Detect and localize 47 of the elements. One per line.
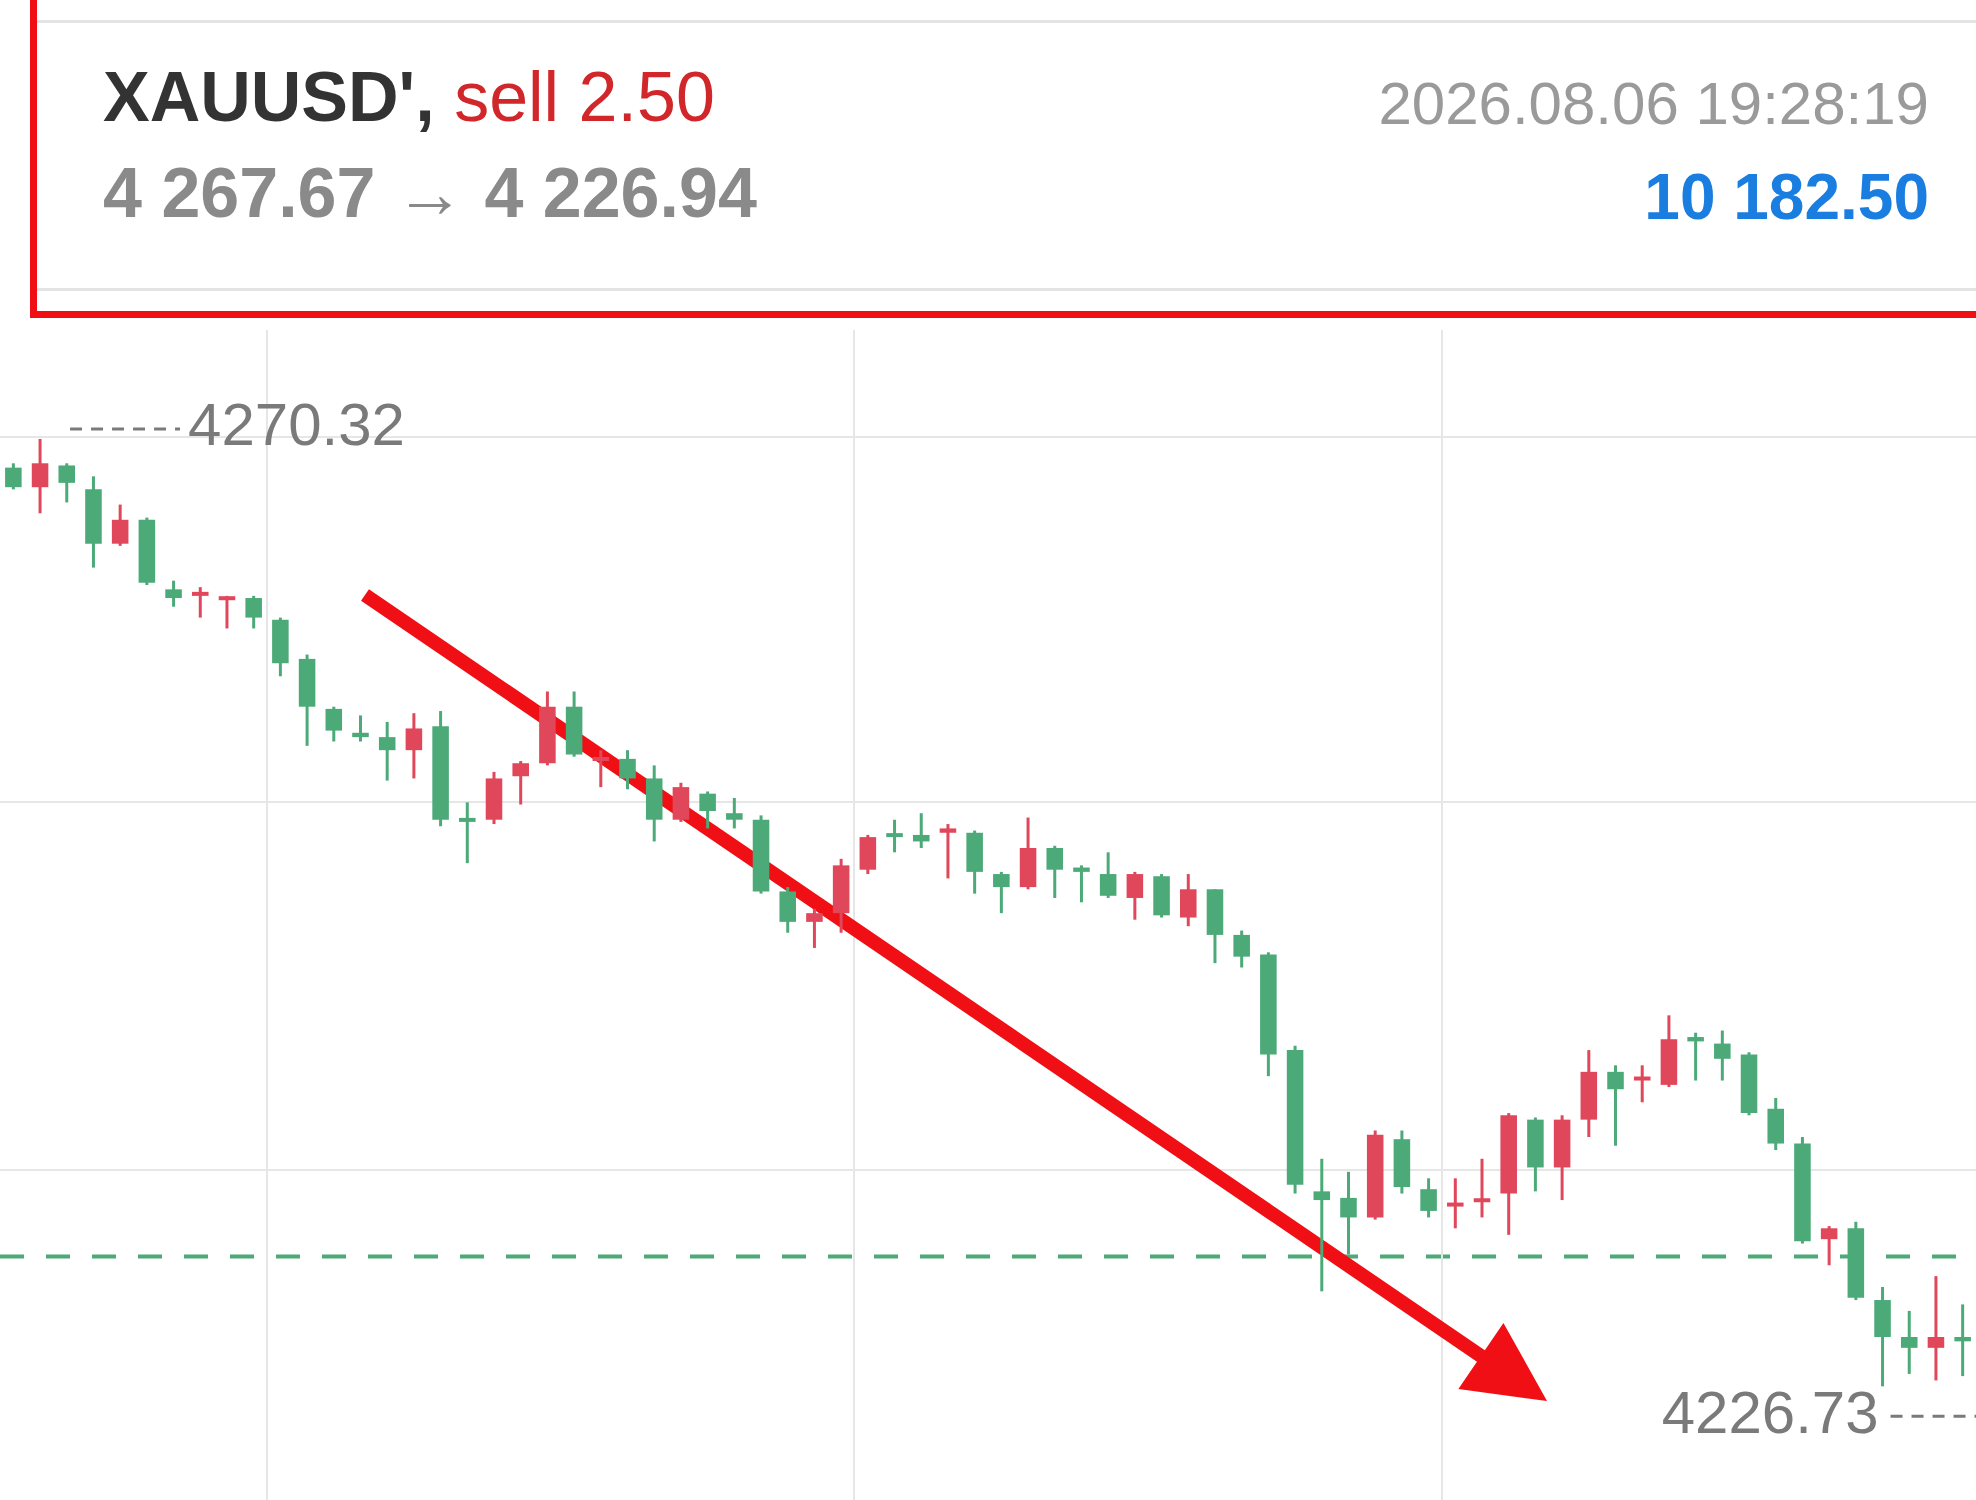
candlestick [1420, 1178, 1437, 1218]
candlestick [699, 791, 716, 829]
annotation: 4270.32 [188, 391, 405, 459]
candlestick [31, 437, 49, 514]
candlestick [1687, 1032, 1704, 1081]
candlestick [58, 463, 76, 503]
candlestick [218, 594, 236, 629]
candlestick [1046, 844, 1064, 898]
candlestick [1473, 1157, 1491, 1218]
text: 10 182.50 [1644, 161, 1929, 233]
text: 2026.08.06 19:28:19 [1378, 70, 1929, 137]
candlestick [5, 463, 22, 490]
candlestick [1126, 870, 1144, 920]
text: 4 267.67 → 4 226.94 [103, 154, 757, 232]
candlestick [592, 750, 610, 789]
candlestick [245, 594, 262, 629]
annotation: 4226.73 [1661, 1378, 1879, 1446]
candlestick [1313, 1157, 1331, 1292]
candlestick [512, 761, 529, 805]
candlestick [1073, 865, 1090, 903]
candlestick [1900, 1309, 1918, 1374]
candlestick [886, 819, 903, 853]
candlestick [726, 797, 743, 829]
candlestick [352, 715, 369, 742]
chart-title: XAUUSD', [103, 58, 435, 136]
candlestick [1927, 1276, 1945, 1381]
candlestick [165, 580, 182, 607]
text: sell 2.50 [454, 58, 715, 136]
candlestick [619, 750, 636, 790]
candlestick [912, 813, 930, 848]
candlestick [1233, 930, 1250, 968]
candlestick [325, 706, 343, 742]
candlestick [111, 504, 129, 546]
candlestick [806, 907, 823, 948]
candlestick [1820, 1226, 1838, 1266]
candlestick [1607, 1065, 1624, 1146]
candlestick [191, 587, 209, 618]
candlestick [1447, 1178, 1464, 1229]
candlestick [1954, 1304, 1971, 1378]
candlestick [1714, 1030, 1731, 1081]
candlestick [939, 824, 957, 879]
candlestick [1633, 1065, 1651, 1103]
candlestick [993, 870, 1010, 915]
candlestick [405, 713, 423, 779]
candlestick [378, 720, 396, 781]
candlestick [1099, 852, 1117, 898]
candlestick [459, 802, 476, 865]
